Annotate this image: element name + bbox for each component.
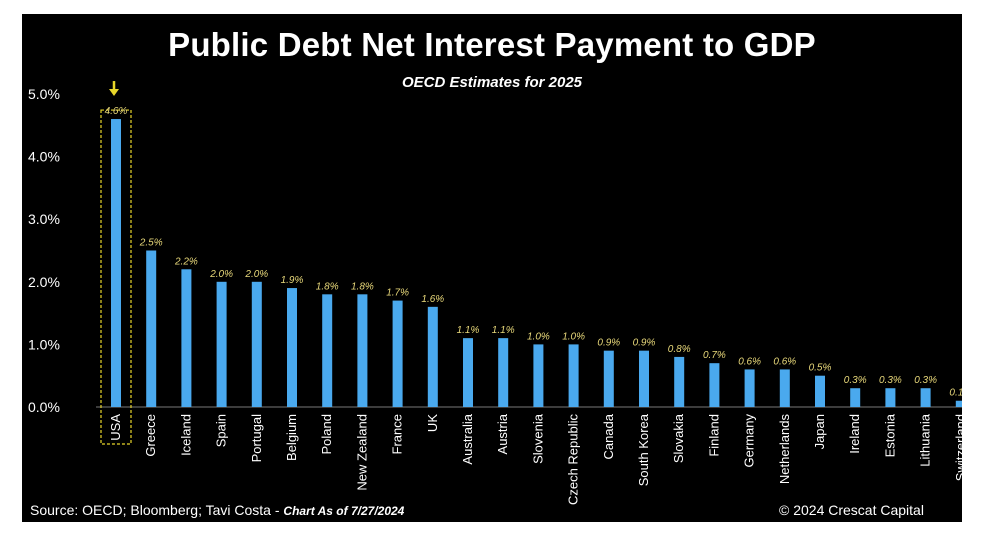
bar-switzerland: [955, 400, 962, 407]
data-label: 2.5%: [139, 238, 163, 249]
x-tick-label: New Zealand: [354, 414, 369, 491]
x-tick-label: Spain: [214, 414, 229, 447]
x-tick-label: Slovenia: [530, 413, 545, 464]
bar-south-korea: [639, 350, 649, 407]
data-label: 2.0%: [209, 269, 233, 280]
chart-subtitle: OECD Estimates for 2025: [401, 74, 583, 91]
data-label: 2.2%: [174, 256, 198, 267]
copyright-text: © 2024 Crescat Capital: [779, 502, 924, 518]
bar-finland: [709, 363, 720, 407]
x-tick-label: Slovakia: [671, 413, 686, 463]
x-tick-label: Belgium: [284, 414, 299, 461]
data-label: 0.8%: [668, 344, 691, 355]
data-label: 2.0%: [244, 269, 268, 280]
source-text: Source: OECD; Bloomberg; Tavi Costa: [30, 502, 271, 518]
x-tick-label: Greece: [143, 414, 158, 457]
data-label: 0.3%: [879, 375, 902, 386]
data-label: 0.6%: [773, 356, 796, 367]
y-tick-label: 5.0%: [28, 86, 60, 102]
bar-slovakia: [674, 356, 685, 407]
x-tick-label: France: [390, 414, 405, 454]
data-label: 0.3%: [914, 375, 937, 386]
y-tick-label: 3.0%: [28, 211, 60, 227]
bar-portugal: [251, 281, 262, 407]
bar-belgium: [287, 288, 297, 407]
x-tick-label: Estonia: [882, 413, 897, 457]
bar-australia: [463, 338, 473, 407]
x-tick-label: Australia: [460, 413, 475, 464]
data-label: 0.3%: [844, 375, 867, 386]
bar-austria: [498, 338, 509, 407]
data-label: 1.8%: [316, 281, 339, 292]
data-label: 4.6%: [105, 106, 128, 117]
bar-greece: [146, 250, 157, 407]
y-tick-label: 4.0%: [28, 149, 60, 165]
x-tick-label: USA: [108, 414, 123, 441]
data-label: 1.1%: [457, 325, 480, 336]
bar-poland: [322, 294, 333, 407]
bar-new-zealand: [357, 294, 368, 407]
x-tick-label: Lithuania: [918, 413, 933, 467]
x-tick-label: Iceland: [178, 414, 193, 456]
data-label: 1.0%: [527, 331, 550, 342]
data-label: 0.5%: [809, 363, 832, 374]
bar-japan: [815, 375, 825, 407]
x-tick-label: Portugal: [249, 414, 264, 463]
data-label: 0.9%: [633, 338, 656, 349]
bar-czech-republic: [568, 344, 579, 407]
bar-canada: [603, 350, 614, 407]
y-tick-label: 0.0%: [28, 399, 60, 415]
data-label: 0.7%: [703, 350, 726, 361]
x-tick-label: UK: [425, 414, 440, 432]
data-label: 0.6%: [738, 356, 761, 367]
y-tick-label: 2.0%: [28, 274, 60, 290]
bar-uk: [427, 306, 438, 407]
data-label: 1.9%: [281, 275, 304, 286]
data-label: 1.7%: [386, 288, 409, 299]
x-tick-label: Czech Republic: [566, 414, 581, 506]
data-label: 1.1%: [492, 325, 515, 336]
data-label: 0.9%: [597, 338, 620, 349]
bar-france: [392, 300, 403, 407]
x-tick-label: Poland: [319, 414, 334, 454]
x-tick-label: Netherlands: [777, 414, 792, 485]
x-tick-label: Ireland: [847, 414, 862, 454]
chart-title: Public Debt Net Interest Payment to GDP: [168, 26, 816, 63]
source-note: Source: OECD; Bloomberg; Tavi Costa - Ch…: [30, 502, 405, 518]
y-tick-label: 1.0%: [28, 336, 60, 352]
bar-iceland: [181, 269, 192, 407]
data-label: 1.6%: [421, 294, 444, 305]
x-tick-label: Austria: [495, 413, 510, 454]
x-tick-label: South Korea: [636, 413, 651, 486]
bar-slovenia: [533, 344, 544, 407]
x-tick-label: Switzerland: [953, 414, 962, 481]
data-label: 1.8%: [351, 281, 374, 292]
bar-spain: [216, 281, 227, 407]
data-label: 1.0%: [562, 331, 585, 342]
bar-usa: [111, 119, 121, 407]
bar-ireland: [850, 388, 861, 407]
data-label: 0.1%: [949, 388, 962, 399]
chart-frame: Public Debt Net Interest Payment to GDP …: [22, 14, 962, 522]
x-tick-label: Germany: [742, 414, 757, 468]
x-tick-label: Canada: [601, 413, 616, 459]
down-arrow-icon: [109, 81, 119, 97]
bar-germany: [744, 369, 755, 407]
x-tick-label: Japan: [812, 414, 827, 449]
highlight-box: [100, 109, 132, 445]
bar-estonia: [885, 388, 896, 407]
chart-as-of: Chart As of 7/27/2024: [283, 504, 405, 518]
x-tick-label: Finland: [706, 414, 721, 457]
bar-netherlands: [779, 369, 790, 407]
bar-lithuania: [920, 388, 931, 407]
bar-chart: 0.0% 1.0% 2.0% 3.0% 4.0% 5.0% 4.6% USA 2.5% Greec…: [28, 81, 962, 506]
